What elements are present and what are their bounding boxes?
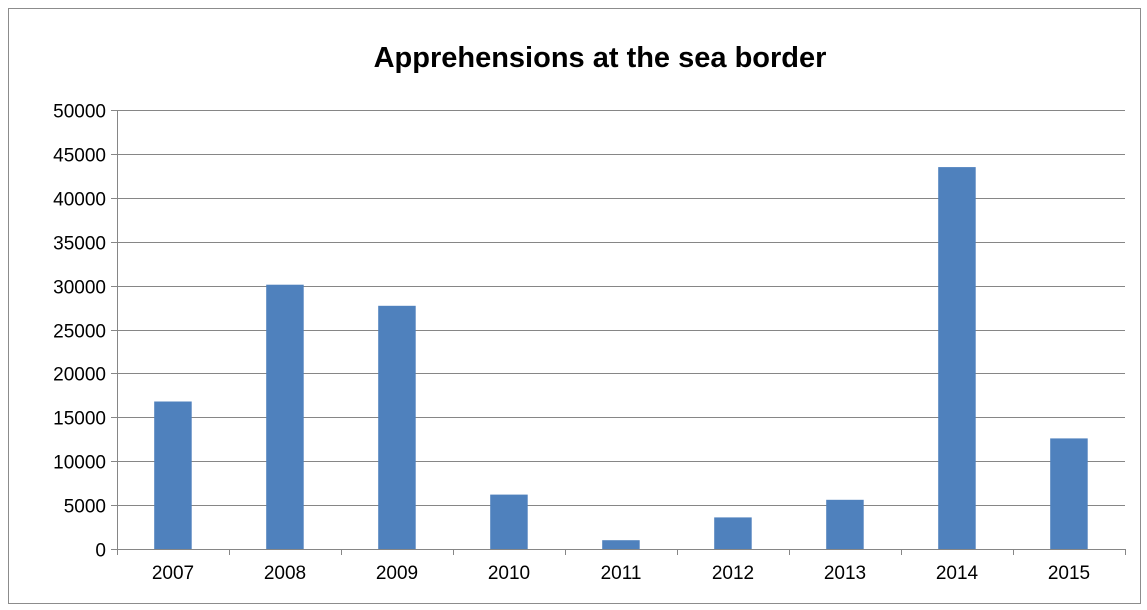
x-tick-label-2014: 2014 (936, 563, 979, 584)
x-tick-label-2015: 2015 (1048, 563, 1090, 584)
bars (154, 167, 1088, 549)
x-tick-label-2013: 2013 (824, 563, 866, 584)
bar-2007 (154, 401, 192, 549)
y-tick-label-0: 0 (95, 541, 106, 562)
x-tick-labels: 2007 2008 2009 2010 2011 2012 2013 2014 2015 (152, 563, 1090, 584)
x-tick-label-2012: 2012 (712, 563, 754, 584)
x-tick-label-2010: 2010 (488, 563, 530, 584)
bar-2012 (714, 517, 752, 549)
bar-2015 (1050, 438, 1088, 549)
x-tick-label-2009: 2009 (376, 563, 418, 584)
axes (111, 110, 1126, 555)
y-tick-label-15000: 15000 (53, 409, 106, 430)
chart-title: Apprehensions at the sea border (374, 42, 827, 74)
y-tick-label-5000: 5000 (64, 497, 106, 518)
y-tick-label-10000: 10000 (53, 453, 106, 474)
bar-2011 (602, 540, 640, 549)
y-tick-label-25000: 25000 (53, 322, 106, 343)
bar-2010 (490, 494, 528, 549)
bar-2014 (938, 167, 976, 549)
x-tick-label-2011: 2011 (601, 563, 642, 584)
x-tick-label-2008: 2008 (264, 563, 306, 584)
bar-2013 (826, 499, 864, 549)
y-tick-label-45000: 45000 (53, 146, 106, 167)
y-tick-label-50000: 50000 (53, 102, 106, 123)
y-tick-label-40000: 40000 (53, 190, 106, 211)
y-tick-label-20000: 20000 (53, 365, 106, 386)
y-tick-labels: 0 5000 10000 15000 20000 25000 30000 35000 40000… (53, 102, 106, 562)
bar-2008 (266, 284, 304, 549)
y-tick-label-35000: 35000 (53, 234, 106, 255)
x-tick-label-2007: 2007 (152, 563, 194, 584)
bar-2009 (378, 305, 416, 549)
y-tick-label-30000: 30000 (53, 278, 106, 299)
